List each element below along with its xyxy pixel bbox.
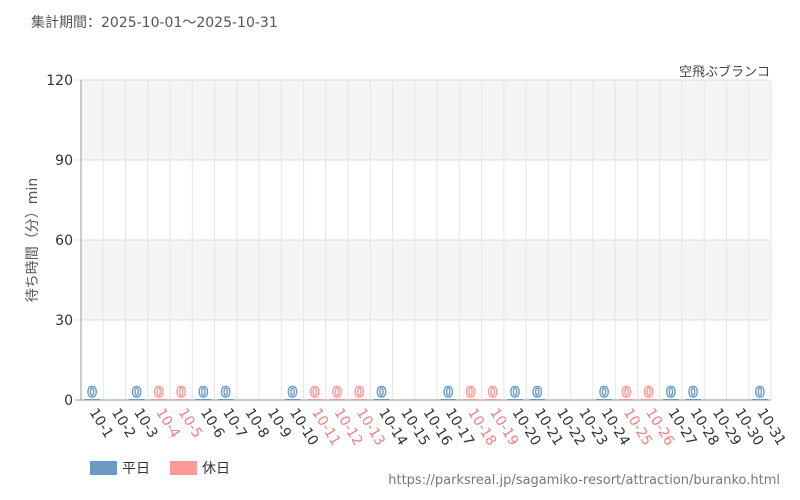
grid-band bbox=[81, 80, 771, 160]
bar-10-1 bbox=[84, 399, 101, 400]
data-label: 0 bbox=[132, 385, 142, 401]
bar-10-20 bbox=[507, 399, 524, 400]
data-label: 0 bbox=[332, 385, 342, 401]
period-text: 集計期間：2025-10-01〜2025-10-31 bbox=[31, 15, 278, 31]
bar-10-24 bbox=[596, 399, 613, 400]
data-label: 0 bbox=[466, 385, 476, 401]
bar-10-7 bbox=[217, 399, 234, 400]
bar-10-21 bbox=[529, 399, 546, 400]
bar-10-18 bbox=[462, 399, 479, 400]
legend-label-weekday: 平日 bbox=[122, 461, 150, 477]
data-label: 0 bbox=[87, 385, 97, 401]
bar-10-25 bbox=[618, 399, 635, 400]
data-label: 0 bbox=[377, 385, 387, 401]
y-tick-label: 0 bbox=[64, 393, 73, 409]
data-label: 0 bbox=[599, 385, 609, 401]
y-tick-label: 120 bbox=[46, 73, 73, 89]
data-label: 0 bbox=[488, 385, 498, 401]
data-label: 0 bbox=[443, 385, 453, 401]
data-label: 0 bbox=[666, 385, 676, 401]
bar-10-19 bbox=[484, 399, 501, 400]
bar-10-14 bbox=[373, 399, 390, 400]
data-label: 0 bbox=[288, 385, 298, 401]
bar-10-28 bbox=[685, 399, 702, 400]
legend-label-holiday: 休日 bbox=[202, 461, 230, 477]
legend-item-holiday: 休日 bbox=[170, 458, 230, 478]
bar-10-17 bbox=[440, 399, 457, 400]
data-label: 0 bbox=[221, 385, 231, 401]
bar-10-11 bbox=[306, 399, 323, 400]
bar-10-5 bbox=[173, 399, 190, 400]
source-link[interactable]: https://parksreal.jp/sagamiko-resort/att… bbox=[388, 473, 780, 488]
bar-10-10 bbox=[284, 399, 301, 400]
bar-10-26 bbox=[640, 399, 657, 400]
bar-10-4 bbox=[150, 399, 167, 400]
data-label: 0 bbox=[199, 385, 209, 401]
data-label: 0 bbox=[644, 385, 654, 401]
grid-band bbox=[81, 240, 771, 320]
bar-10-6 bbox=[195, 399, 212, 400]
y-tick-label: 30 bbox=[55, 313, 73, 329]
y-axis-label: 待ち時間（分）min bbox=[25, 178, 41, 302]
bar-10-31 bbox=[751, 399, 768, 400]
data-label: 0 bbox=[310, 385, 320, 401]
data-label: 0 bbox=[176, 385, 186, 401]
bar-10-12 bbox=[328, 399, 345, 400]
chart-title: 空飛ぶブランコ bbox=[678, 65, 770, 80]
data-label: 0 bbox=[154, 385, 164, 401]
legend-swatch-weekday bbox=[90, 461, 117, 475]
legend-swatch-holiday bbox=[170, 461, 197, 475]
bar-10-27 bbox=[662, 399, 679, 400]
y-tick-label: 60 bbox=[55, 233, 73, 249]
legend: 平日 休日 bbox=[90, 458, 250, 478]
bar-10-3 bbox=[128, 399, 145, 400]
data-label: 0 bbox=[755, 385, 765, 401]
data-label: 0 bbox=[354, 385, 364, 401]
y-tick-label: 90 bbox=[55, 153, 73, 169]
data-label: 0 bbox=[688, 385, 698, 401]
legend-item-weekday: 平日 bbox=[90, 458, 150, 478]
data-label: 0 bbox=[532, 385, 542, 401]
bar-10-13 bbox=[351, 399, 368, 400]
data-label: 0 bbox=[621, 385, 631, 401]
data-label: 0 bbox=[510, 385, 520, 401]
